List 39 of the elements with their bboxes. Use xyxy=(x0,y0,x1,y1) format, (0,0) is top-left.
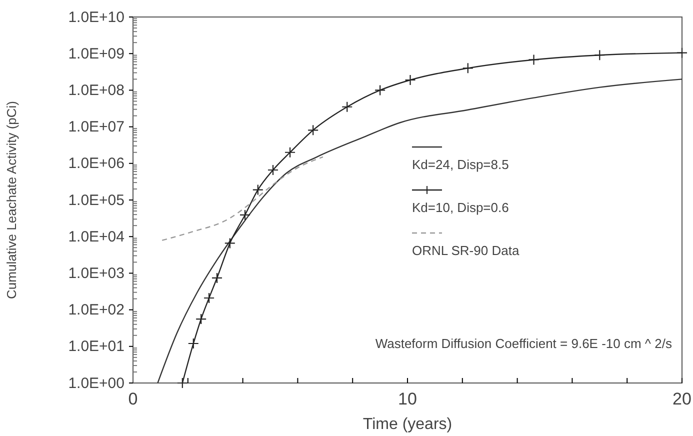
point xyxy=(203,292,215,304)
point xyxy=(374,84,386,96)
y-tick-label: 1.0E+09 xyxy=(68,45,124,62)
point xyxy=(211,272,223,284)
y-tick-label: 1.0E+00 xyxy=(68,374,124,392)
legend-label: Kd=10, Disp=0.6 xyxy=(412,200,509,215)
y-tick-label: 1.0E+04 xyxy=(68,228,124,246)
y-tick-label: 1.0E+05 xyxy=(68,192,124,209)
point xyxy=(188,338,199,350)
point xyxy=(676,47,688,58)
y-axis-title: Cumulative Leachate Activity (pCi) xyxy=(4,101,19,299)
x-tick-label: 20 xyxy=(672,390,692,409)
y-tick-label: 1.0E+07 xyxy=(68,118,124,136)
y-tick-label: 1.0E+08 xyxy=(68,82,124,99)
point xyxy=(252,184,264,196)
y-tick-label: 1.0E+02 xyxy=(68,302,124,319)
legend-label: Kd=24, Disp=8.5 xyxy=(412,157,509,172)
y-tick-label: 1.0E+03 xyxy=(68,265,124,282)
y-tick-label: 1.0E+01 xyxy=(68,338,124,356)
x-axis-title: Time (years) xyxy=(362,416,452,433)
legend-label: ORNL SR-90 Data xyxy=(412,243,520,258)
point xyxy=(594,50,606,61)
x-tick-label: 10 xyxy=(398,390,417,409)
point xyxy=(176,377,188,389)
annotation: Wasteform Diffusion Coefficient = 9.6E -10 cm ^ 2/s xyxy=(375,336,672,351)
point xyxy=(239,209,251,221)
y-tick-label: 1.0E+06 xyxy=(68,155,124,172)
point xyxy=(284,146,296,158)
line-series xyxy=(161,156,324,241)
x-tick-label: 0 xyxy=(128,390,138,409)
point xyxy=(224,238,236,249)
point xyxy=(462,62,474,74)
point xyxy=(342,101,353,112)
point xyxy=(404,74,416,86)
y-tick-label: 1.0E+10 xyxy=(68,8,124,26)
point xyxy=(528,54,540,66)
point xyxy=(308,124,319,136)
point xyxy=(196,313,207,325)
point xyxy=(267,164,279,176)
